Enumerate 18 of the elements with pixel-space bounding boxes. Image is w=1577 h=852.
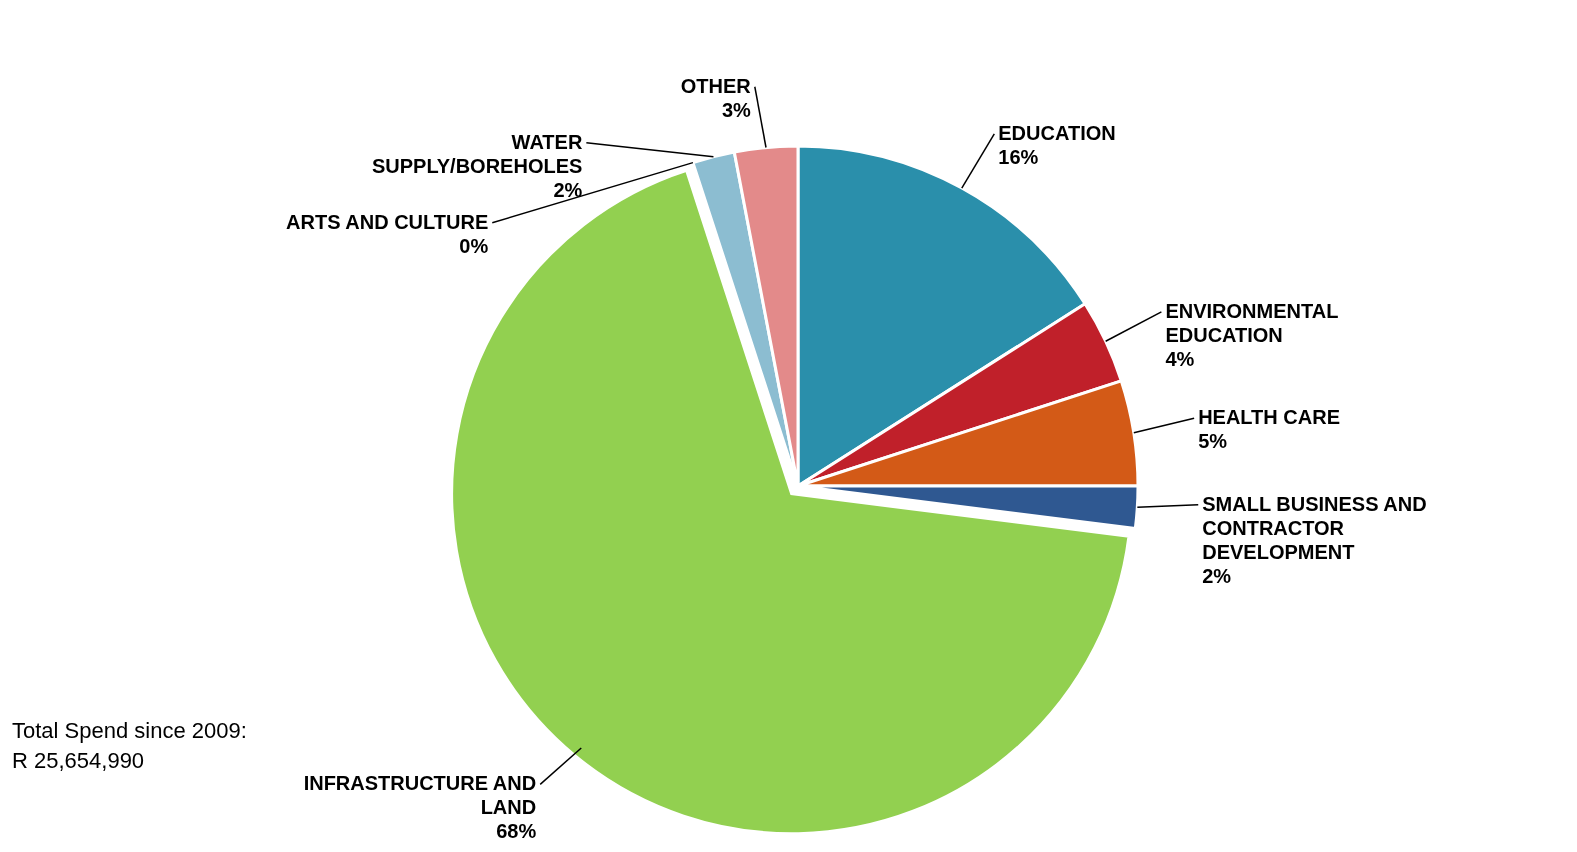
data-label: 16% — [998, 145, 1039, 168]
data-label: 3% — [721, 98, 752, 121]
text: 0% — [459, 234, 489, 257]
slice-label: WATER SUPPLY/BOREHOLES — [371, 130, 583, 177]
data-label: 68% — [496, 820, 537, 843]
slice-label: SMALL BUSINESS AND CONTRACTOR DEVELOPMENT — [1202, 492, 1427, 563]
text: R 25,654,990 — [12, 748, 145, 773]
slice-label: OTHER — [680, 74, 752, 97]
data-label: 2% — [553, 178, 583, 201]
data-label: 2% — [1202, 564, 1232, 587]
slice-label: HEALTH CARE — [1198, 406, 1340, 429]
slice-label: EDUCATION — [998, 121, 1116, 144]
category-label: ARTS AND CULTURE — [286, 210, 489, 233]
slice-label: INFRASTRUCTURE AND LAND — [303, 772, 537, 819]
text: Total Spend since 2009: — [12, 718, 247, 743]
slice-label: ENVIRONMENTAL EDUCATION — [1165, 299, 1339, 346]
data-label: 4% — [1165, 347, 1195, 370]
data-label: 5% — [1198, 430, 1228, 453]
